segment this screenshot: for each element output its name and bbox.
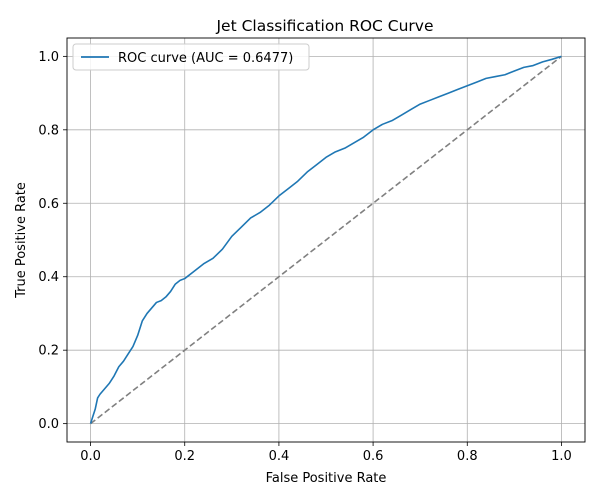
x-axis-ticks: 0.0 0.2 0.4 0.6 0.8 1.0 <box>80 442 572 464</box>
x-tick-label: 0.4 <box>269 449 290 464</box>
y-axis-label: True Positive Rate <box>14 182 29 299</box>
x-tick-label: 0.8 <box>457 449 478 464</box>
legend-label: ROC curve (AUC = 0.6477) <box>118 51 293 66</box>
series-lines <box>89 55 562 425</box>
chance-diagonal-line <box>90 55 562 425</box>
y-tick-label: 0.4 <box>38 270 59 285</box>
y-axis-ticks: 0.0 0.2 0.4 0.6 0.8 1.0 <box>38 50 67 432</box>
x-axis-label: False Positive Rate <box>266 471 387 486</box>
grid-lines <box>67 38 585 442</box>
chart-title: Jet Classification ROC Curve <box>215 17 433 35</box>
x-tick-label: 0.6 <box>363 449 384 464</box>
x-tick-label: 1.0 <box>551 449 572 464</box>
legend: ROC curve (AUC = 0.6477) <box>72 43 310 71</box>
y-tick-label: 0.2 <box>38 344 59 359</box>
axes-frame <box>66 37 586 443</box>
legend-box <box>72 43 310 71</box>
x-tick-label: 0.2 <box>174 449 195 464</box>
y-tick-label: 0.8 <box>38 123 59 138</box>
roc-curve-line <box>89 55 562 424</box>
x-tick-label: 0.0 <box>80 449 101 464</box>
y-tick-label: 0.0 <box>38 417 59 432</box>
y-tick-label: 0.6 <box>38 197 59 212</box>
y-tick-label: 1.0 <box>38 50 59 65</box>
plot-area <box>66 37 586 443</box>
